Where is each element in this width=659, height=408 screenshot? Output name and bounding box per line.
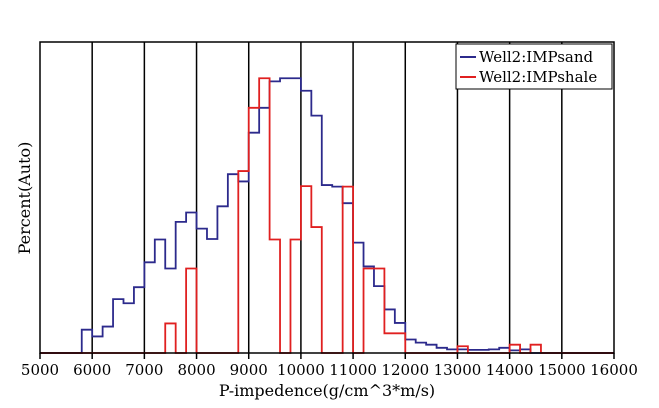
x-tick-label-5000: 5000 (21, 361, 59, 379)
x-tick-label-8000: 8000 (177, 361, 215, 379)
legend-box (455, 43, 613, 90)
series-layer (40, 77, 614, 354)
legend: Well2:IMPsand Well2:IMPshale (455, 43, 613, 90)
x-tick-label-14000: 14000 (486, 361, 534, 379)
x-tick-label-12000: 12000 (381, 361, 429, 379)
x-tick-label-15000: 15000 (538, 361, 586, 379)
series-line-impshale (40, 77, 614, 354)
x-tick-label-10000: 10000 (277, 361, 325, 379)
legend-label-sand: Well2:IMPsand (479, 48, 594, 66)
legend-label-shale: Well2:IMPshale (479, 68, 597, 86)
x-tick-label-16000: 16000 (590, 361, 638, 379)
plot-frame (39, 41, 615, 354)
y-axis-label: Percent(Auto) (15, 142, 34, 255)
x-tick-label-9000: 9000 (230, 361, 268, 379)
x-axis-label: P-impedence(g/cm^3*m/s) (219, 381, 435, 400)
plot-background (40, 42, 614, 353)
x-tick-label-6000: 6000 (73, 361, 111, 379)
x-axis-ticks: 5000 6000 7000 8000 9000 10000 11000 12000 13000… (21, 353, 638, 379)
x-tick-label-7000: 7000 (125, 361, 163, 379)
x-tick-label-13000: 13000 (434, 361, 482, 379)
x-tick-label-11000: 11000 (329, 361, 377, 379)
series-line-impsand (40, 77, 614, 354)
